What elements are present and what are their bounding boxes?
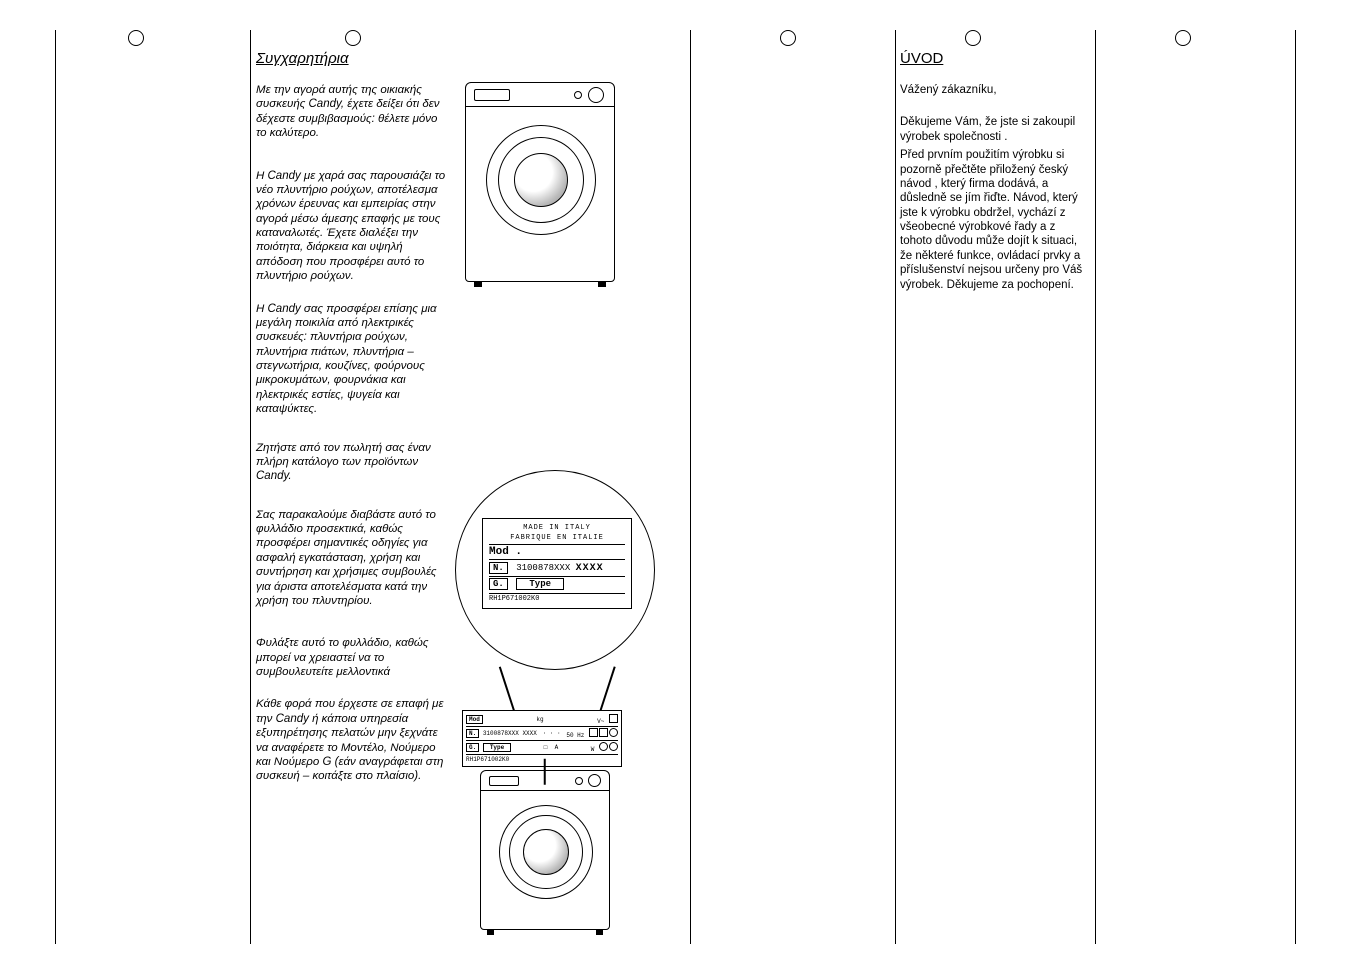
plate-g-row: G. Type: [489, 577, 625, 591]
dial-icon: [588, 87, 604, 103]
foot-icon: [474, 281, 482, 287]
plate-bottom-small: RH1P671002K0: [466, 756, 509, 763]
column-greek: Συγχαρητήρια Με την αγορά αυτής της οικι…: [256, 50, 446, 802]
cert-icon: [599, 742, 608, 751]
illustration-washer-bottom: [480, 770, 610, 930]
plate-kg: kg: [536, 716, 543, 723]
plate-v: V~: [597, 718, 604, 725]
divider: [895, 30, 896, 944]
foot-icon: [487, 930, 494, 935]
illustration-plate-zoom: MADE IN ITALY FABRIQUE EN ITALIE Mod . N…: [460, 480, 660, 571]
cert-icon: [609, 742, 618, 751]
plate-bottom: RH1P671002K0: [489, 593, 625, 604]
foot-icon: [596, 930, 603, 935]
foot-icon: [598, 281, 606, 287]
plate-g-label-small: G.: [466, 743, 479, 752]
greek-p2: Η Candy με χαρά σας παρουσιάζει το νέο π…: [256, 169, 446, 284]
greek-p5: Σας παρακαλούμε διαβάστε αυτό το φυλλάδι…: [256, 508, 446, 609]
divider: [690, 30, 691, 944]
greek-p6: Φυλάξτε αυτό το φυλλάδιο, καθώς μπορεί ν…: [256, 636, 446, 679]
plate-n-label-small: N.: [466, 729, 479, 738]
plate-origin2: FABRIQUE EN ITALIE: [489, 533, 625, 545]
lang-marker: [1175, 30, 1191, 46]
greek-p4: Ζητήστε από τον πωλητή σας έναν πλήρη κα…: [256, 441, 446, 484]
czech-p1: Vážený zákazníku,: [900, 83, 1085, 97]
plate-hz: 50 Hz: [566, 732, 584, 739]
illustration-washer-top: [465, 82, 615, 282]
cert-icon: [599, 728, 608, 737]
greek-p3: Η Candy σας προσφέρει επίσης μια μεγάλη …: [256, 302, 446, 417]
plate-g-label: G.: [489, 578, 508, 590]
plate-a: A: [555, 744, 559, 751]
plate-n-value-small: 3100878XXX: [483, 730, 519, 737]
lang-marker: [345, 30, 361, 46]
divider: [1095, 30, 1096, 944]
door-glass-icon: [523, 829, 569, 875]
button-icon: [574, 91, 582, 99]
cert-icon: [609, 728, 618, 737]
column-czech: ÚVOD Vážený zákazníku, Děkujeme Vám, že …: [900, 50, 1085, 310]
leader-line: [544, 759, 546, 785]
detergent-drawer-icon: [489, 776, 519, 786]
heading-greek: Συγχαρητήρια: [256, 50, 446, 67]
lang-marker: [965, 30, 981, 46]
lang-marker: [128, 30, 144, 46]
rating-plate-small: Mod kg V~ N. 3100878XXX XXXX · · · 50 Hz…: [462, 710, 622, 767]
plate-type-label-small: Type: [483, 743, 511, 752]
plate-w: W: [591, 746, 595, 753]
warn-icon: [609, 714, 618, 723]
button-icon: [575, 777, 583, 785]
heading-czech: ÚVOD: [900, 50, 1085, 67]
plate-serial-row: N. 3100878XXX XXXX: [489, 559, 625, 577]
plate-n-value: 3100878XXX: [516, 563, 570, 573]
czech-p2: Děkujeme Vám, že jste si zakoupil výrobe…: [900, 115, 1085, 144]
plate-type-label: Type: [516, 578, 564, 590]
lang-marker: [780, 30, 796, 46]
plate-n-extra-small: XXXX: [522, 730, 536, 737]
plate-origin1: MADE IN ITALY: [489, 523, 625, 533]
divider: [250, 30, 251, 944]
divider: [1295, 30, 1296, 944]
rating-plate-large: MADE IN ITALY FABRIQUE EN ITALIE Mod . N…: [482, 518, 632, 609]
illustration-plate-small: Mod kg V~ N. 3100878XXX XXXX · · · 50 Hz…: [462, 710, 622, 767]
czech-p3: Před prvním použitím výrobku si pozorně …: [900, 148, 1085, 292]
dial-icon: [588, 774, 601, 787]
detergent-drawer-icon: [474, 89, 510, 101]
plate-n-label: N.: [489, 562, 508, 574]
greek-p7: Κάθε φορά που έρχεστε σε επαφή με την Ca…: [256, 697, 446, 783]
plate-n-extra: XXXX: [576, 563, 604, 574]
ce-icon: [589, 728, 598, 737]
plate-mod: Mod .: [489, 545, 625, 559]
door-glass-icon: [514, 153, 568, 207]
greek-p1: Με την αγορά αυτής της οικιακής συσκευής…: [256, 83, 446, 141]
divider: [55, 30, 56, 944]
